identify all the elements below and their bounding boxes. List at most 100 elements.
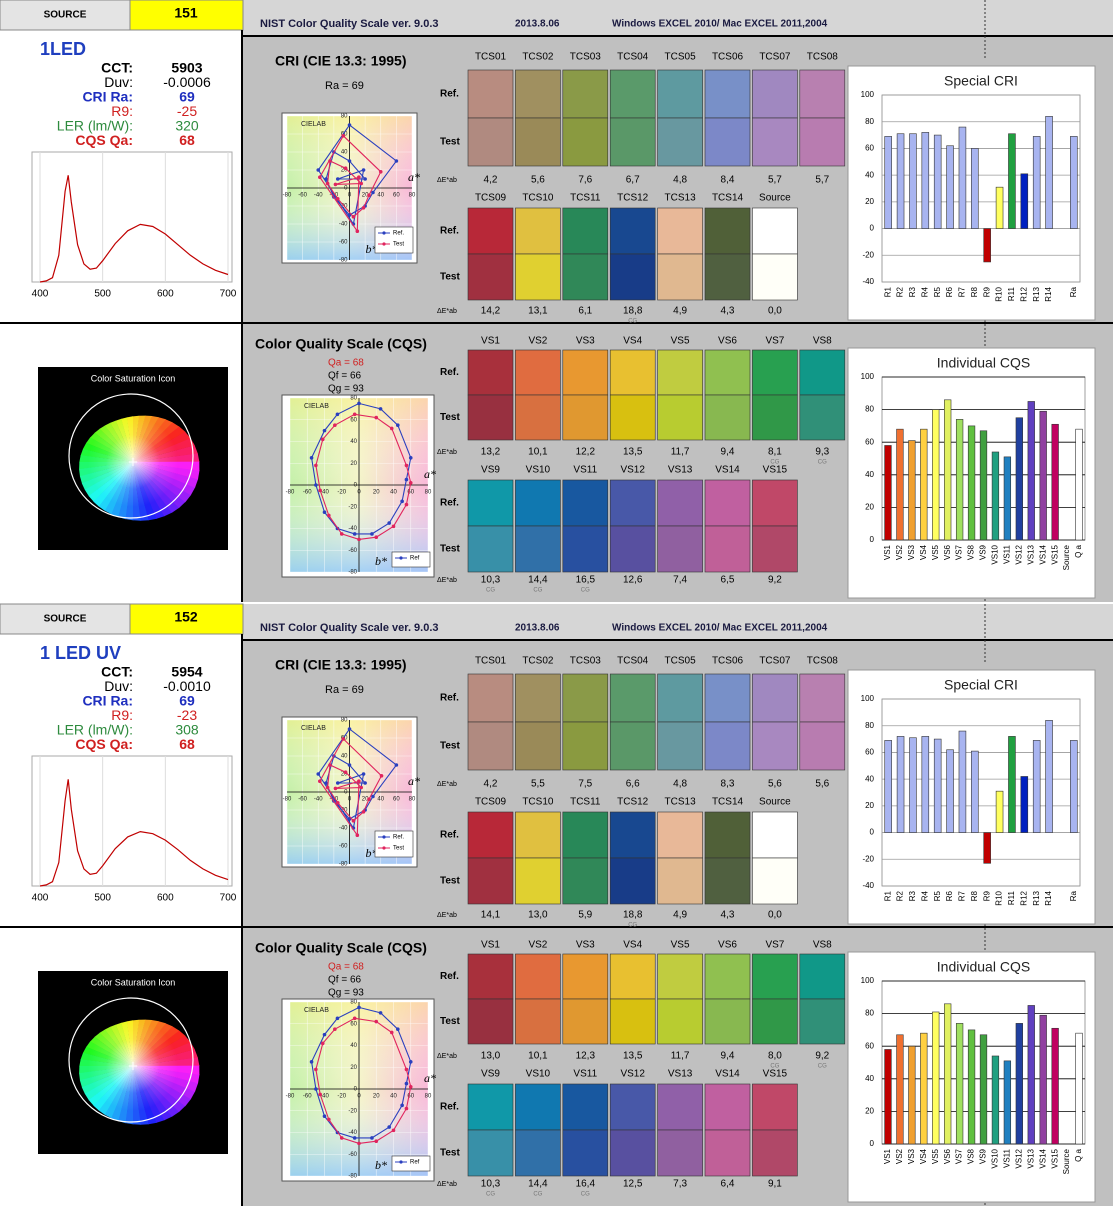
data-point bbox=[404, 463, 409, 468]
bar bbox=[909, 737, 917, 833]
data-point bbox=[408, 456, 413, 460]
bar bbox=[1039, 1014, 1047, 1145]
metric-label: R9: bbox=[111, 707, 133, 723]
series-line bbox=[315, 1017, 412, 1144]
delta-e: 13,0 bbox=[528, 910, 548, 921]
source-label: SOURCE bbox=[44, 614, 87, 625]
test-swatch bbox=[704, 857, 751, 905]
test-swatch bbox=[657, 1129, 703, 1177]
metric-label: R9: bbox=[111, 103, 133, 119]
metric-value: 320 bbox=[175, 118, 199, 134]
ref-swatch bbox=[562, 479, 609, 527]
reference-circle bbox=[68, 997, 194, 1123]
test-swatch bbox=[704, 1129, 751, 1177]
ref-swatch bbox=[562, 207, 609, 255]
ref-swatch bbox=[515, 69, 561, 119]
metric-value: -25 bbox=[177, 103, 197, 119]
data-point bbox=[316, 168, 321, 172]
test-swatch bbox=[799, 998, 846, 1045]
sample-label: TCS02 bbox=[522, 656, 554, 667]
y-tick-label: 0 bbox=[354, 1087, 358, 1093]
legend-label: Test bbox=[393, 846, 404, 852]
bar bbox=[991, 1055, 1000, 1145]
test-swatch bbox=[467, 998, 514, 1045]
axis-label: b* bbox=[366, 846, 378, 860]
sample-label: VS7 bbox=[765, 940, 784, 951]
ref-swatch bbox=[609, 479, 656, 527]
sample-label: VS12 bbox=[620, 465, 645, 476]
delta-e: 4,8 bbox=[673, 175, 687, 186]
sample-label: TCS06 bbox=[712, 52, 744, 63]
sample-label: TCS06 bbox=[712, 656, 744, 667]
data-point bbox=[314, 1067, 318, 1072]
x-tick-label: 60 bbox=[407, 490, 414, 496]
bar bbox=[979, 1034, 988, 1145]
qa-text: Qa = 68 bbox=[328, 962, 364, 973]
x-tick-label: 20 bbox=[362, 193, 369, 199]
delta-e: 18,8 bbox=[623, 306, 643, 317]
y-tick-label: -40 bbox=[339, 222, 348, 228]
delta-e: 12,2 bbox=[576, 447, 596, 458]
ra-text: Ra = 69 bbox=[325, 80, 364, 92]
x-tick-label: VS10 bbox=[991, 544, 1000, 564]
bar bbox=[944, 1003, 952, 1145]
y-tick-label: 0 bbox=[870, 1139, 875, 1148]
y-tick-label: 80 bbox=[350, 396, 357, 402]
row-label: Test bbox=[440, 137, 460, 148]
metric-label: CCT: bbox=[101, 664, 133, 680]
data-point bbox=[371, 794, 375, 799]
data-point bbox=[322, 1032, 327, 1037]
delta-flag: CG bbox=[486, 1192, 495, 1198]
x-tick-label: VS7 bbox=[955, 544, 964, 560]
metric-value: 5954 bbox=[171, 664, 202, 680]
data-point bbox=[357, 1141, 361, 1146]
source-name: 1LED bbox=[40, 39, 86, 59]
bar bbox=[1051, 423, 1059, 541]
header-bar bbox=[243, 604, 1113, 640]
sample-label: VS1 bbox=[481, 940, 500, 951]
y-tick-label: 20 bbox=[350, 461, 357, 467]
x-tick-label: R10 bbox=[995, 890, 1004, 905]
data-point bbox=[318, 1092, 322, 1097]
test-swatch bbox=[515, 117, 561, 167]
sample-label: TCS07 bbox=[759, 52, 791, 63]
bar bbox=[995, 186, 1004, 229]
chart-title: Individual CQS bbox=[937, 959, 1030, 975]
ref-swatch bbox=[657, 1083, 703, 1131]
row-label: ΔE*ab bbox=[437, 449, 457, 456]
metric-label: CRI Ra: bbox=[82, 89, 133, 105]
test-swatch bbox=[467, 1129, 514, 1177]
y-tick-label: -60 bbox=[339, 844, 348, 850]
y-tick-label: 40 bbox=[350, 439, 357, 445]
chart-title: Special CRI bbox=[944, 73, 1018, 89]
bar bbox=[946, 145, 954, 229]
x-tick-label: 500 bbox=[94, 893, 111, 904]
row-label: Ref. bbox=[440, 693, 459, 704]
sample-label: VS15 bbox=[763, 465, 788, 476]
test-swatch bbox=[657, 857, 703, 905]
delta-e: 4,9 bbox=[673, 910, 687, 921]
data-point bbox=[335, 197, 340, 201]
test-swatch bbox=[752, 117, 798, 167]
ref-swatch bbox=[752, 207, 798, 255]
x-tick-label: -60 bbox=[303, 490, 312, 496]
x-tick-label: -80 bbox=[283, 797, 292, 803]
x-tick-label: R8 bbox=[970, 286, 979, 297]
data-point bbox=[374, 1139, 379, 1143]
program-platform: Windows EXCEL 2010/ Mac EXCEL 2011,2004 bbox=[612, 19, 828, 30]
data-point bbox=[378, 170, 383, 174]
y-tick-label: -80 bbox=[348, 570, 357, 576]
x-tick-label: 20 bbox=[373, 490, 380, 496]
delta-e: 9,1 bbox=[768, 1179, 782, 1190]
source-number-box bbox=[129, 0, 244, 31]
sample-label: VS7 bbox=[765, 336, 784, 347]
row-label: ΔE*ab bbox=[437, 308, 457, 315]
axis-label: a* bbox=[424, 1071, 436, 1085]
y-tick-label: 0 bbox=[870, 535, 875, 544]
sample-label: TCS14 bbox=[712, 193, 744, 204]
delta-e: 6,6 bbox=[626, 779, 640, 790]
bar bbox=[1075, 428, 1083, 541]
x-tick-label: VS6 bbox=[943, 1148, 952, 1164]
x-tick-label: R13 bbox=[1032, 286, 1041, 301]
section-title: Color Quality Scale (CQS) bbox=[255, 336, 427, 352]
